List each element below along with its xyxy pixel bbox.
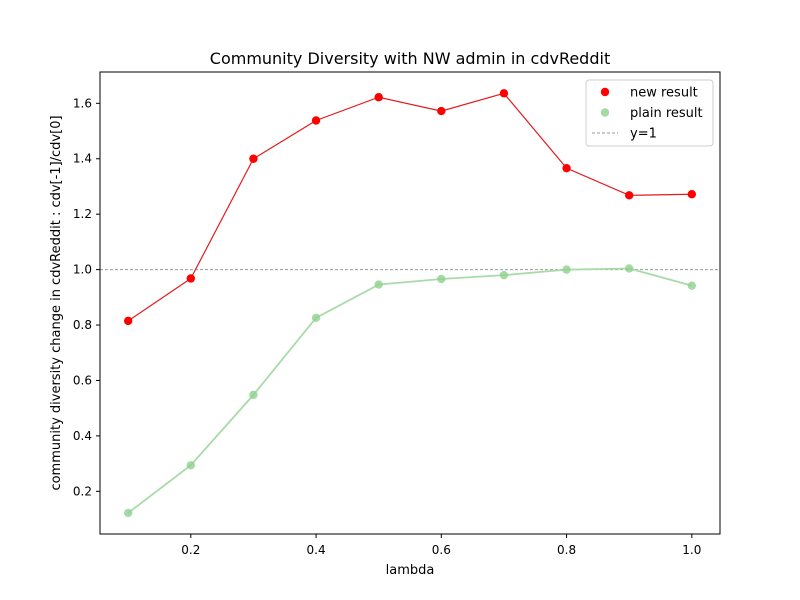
data-point (249, 154, 258, 163)
chart-title: Community Diversity with NW admin in cdv… (210, 49, 610, 68)
x-tick-label: 0.4 (307, 543, 326, 557)
legend-label: y=1 (630, 127, 657, 142)
data-point (437, 106, 446, 116)
data-point (562, 163, 571, 173)
data-point (624, 191, 634, 200)
data-point (186, 274, 196, 283)
x-axis-label: lambda (386, 563, 435, 578)
y-tick-label: 0.6 (73, 373, 92, 387)
data-point (249, 390, 258, 400)
y-axis-label: community diversity change in cdvReddit … (49, 115, 64, 490)
legend: new result plain result y=1 (585, 79, 714, 147)
y-tick-label: 1.4 (73, 152, 92, 166)
data-point (437, 274, 446, 284)
data-point (311, 313, 321, 323)
series-line-1 (127, 92, 692, 322)
series-line-2 (127, 267, 693, 514)
data-point (499, 270, 509, 280)
data-point (499, 89, 509, 98)
plot-frame (99, 71, 721, 535)
data-point (687, 281, 697, 290)
y-tick-label: 0.2 (73, 484, 92, 498)
x-tick-label: 0.2 (181, 543, 200, 557)
data-point (123, 508, 133, 518)
data-point (123, 316, 133, 326)
data-point (374, 93, 383, 102)
data-point (624, 264, 634, 273)
x-tick-label: 1.0 (682, 543, 701, 557)
x-axis: 0.2 0.4 0.6 0.8 1.0 (181, 534, 701, 557)
legend-label: new result (630, 86, 698, 101)
legend-marker (600, 108, 610, 117)
data-point (687, 190, 697, 199)
legend-marker (600, 87, 610, 97)
data-point (562, 265, 571, 274)
data-point (374, 280, 383, 289)
y-tick-label: 0.8 (73, 318, 92, 332)
data-point (311, 116, 321, 125)
y-tick-label: 1.6 (73, 96, 92, 110)
y-axis: 0.2 0.4 0.6 0.8 1.0 1.2 1.4 1.6 (73, 96, 100, 498)
data-point (186, 461, 196, 470)
y-tick-label: 1.0 (73, 263, 92, 277)
plot-area (100, 89, 720, 518)
y-tick-label: 1.2 (73, 207, 92, 221)
x-tick-label: 0.6 (432, 543, 451, 557)
x-tick-label: 0.8 (557, 543, 576, 557)
legend-label: plain result (630, 106, 703, 121)
legend-box (585, 79, 714, 147)
y-tick-label: 0.4 (73, 429, 92, 443)
